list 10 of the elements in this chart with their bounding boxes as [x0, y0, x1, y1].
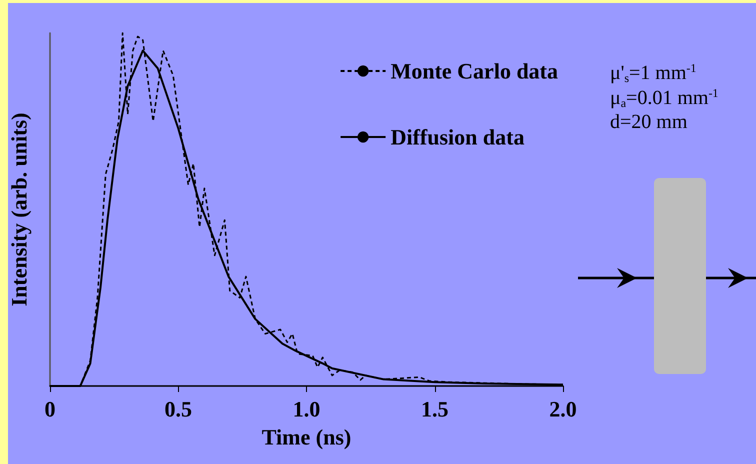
y-axis-title: Intensity (arb. units)	[6, 112, 32, 306]
x-tick-label: 0.5	[164, 396, 192, 422]
x-tick-label: 1.5	[421, 396, 448, 422]
text: d=20 mm	[610, 111, 688, 133]
x-axis-title: Time (ns)	[262, 424, 352, 450]
legend-label: Monte Carlo data	[390, 58, 558, 84]
x-tick-label: 1.0	[292, 396, 320, 422]
x-tick-label: 0	[44, 396, 56, 422]
legend-label: Diffusion data	[390, 124, 524, 150]
x-tick-label: 2.0	[549, 396, 577, 422]
